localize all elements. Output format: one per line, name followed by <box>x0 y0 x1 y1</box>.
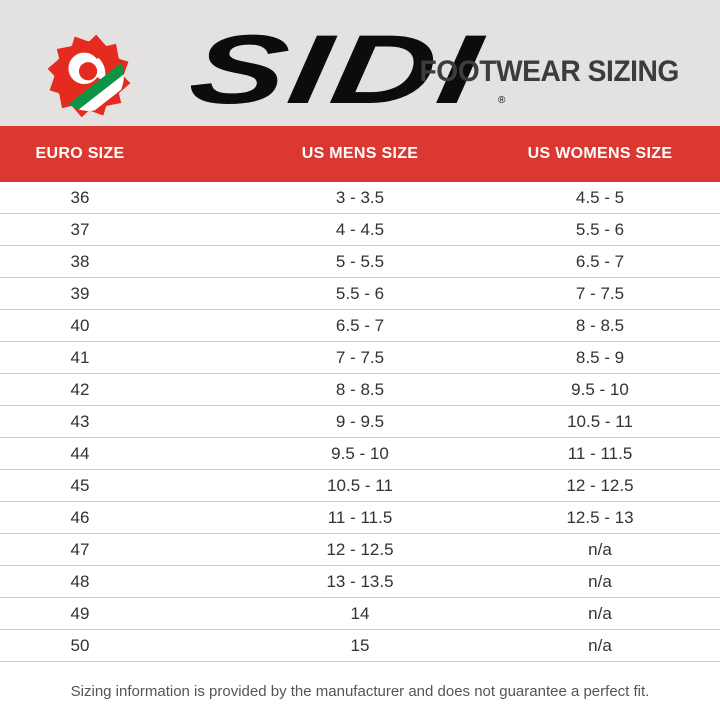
cell-us-mens-size: 10.5 - 11 <box>327 475 393 495</box>
cell-us-womens-size: n/a <box>588 635 612 655</box>
page-title: FOOTWEAR SIZING <box>419 55 680 88</box>
cell-us-mens-size: 5.5 - 6 <box>335 283 385 303</box>
cell-us-womens-size: 8.5 - 9 <box>575 347 625 367</box>
table-row: 47 12 - 12.5 n/a <box>0 534 720 566</box>
brand-banner: SIDI ® FOOTWEAR SIZING <box>0 0 720 126</box>
table-row: 41 7 - 7.5 8.5 - 9 <box>0 342 720 374</box>
cell-us-womens-size: 10.5 - 11 <box>567 411 633 431</box>
table-row: 48 13 - 13.5 n/a <box>0 566 720 598</box>
cell-euro-size: 48 <box>70 571 90 591</box>
cell-us-womens-size: n/a <box>588 571 612 591</box>
cell-us-womens-size: 12 - 12.5 <box>566 475 634 495</box>
cell-us-mens-size: 7 - 7.5 <box>335 347 385 367</box>
table-row: 39 5.5 - 6 7 - 7.5 <box>0 278 720 310</box>
column-header-euro-size: EURO SIZE <box>35 145 125 162</box>
column-header-us-mens-size: US MENS SIZE <box>301 145 419 162</box>
cell-us-womens-size: 11 - 11.5 <box>567 443 633 463</box>
cell-us-mens-size: 12 - 12.5 <box>326 539 394 559</box>
cell-us-mens-size: 9.5 - 10 <box>331 443 389 463</box>
cell-us-womens-size: 7 - 7.5 <box>575 283 625 303</box>
table-row: 40 6.5 - 7 8 - 8.5 <box>0 310 720 342</box>
cell-euro-size: 44 <box>70 443 90 463</box>
sidi-wordmark: SIDI ® <box>183 14 505 124</box>
table-row: 49 14 n/a <box>0 598 720 630</box>
cell-us-mens-size: 4 - 4.5 <box>335 219 385 239</box>
cell-us-mens-size: 15 <box>350 635 370 655</box>
cell-us-mens-size: 6.5 - 7 <box>335 315 385 335</box>
table-row: 46 11 - 11.5 12.5 - 13 <box>0 502 720 534</box>
cell-us-womens-size: 6.5 - 7 <box>575 251 625 271</box>
cell-us-mens-size: 8 - 8.5 <box>335 379 385 399</box>
table-row: 44 9.5 - 10 11 - 11.5 <box>0 438 720 470</box>
cell-us-mens-size: 14 <box>350 603 370 623</box>
cell-us-mens-size: 11 - 11.5 <box>327 507 393 527</box>
cell-euro-size: 43 <box>70 411 90 431</box>
cell-us-womens-size: 5.5 - 6 <box>575 219 625 239</box>
column-header-us-womens-size: US WOMENS SIZE <box>527 145 673 162</box>
cell-euro-size: 40 <box>70 315 90 335</box>
size-table-body: 36 3 - 3.5 4.5 - 5 37 4 - 4.5 5.5 - 6 38… <box>0 182 720 662</box>
table-row: 42 8 - 8.5 9.5 - 10 <box>0 374 720 406</box>
cell-us-womens-size: n/a <box>588 539 612 559</box>
footer: Sizing information is provided by the ma… <box>0 662 720 720</box>
cell-euro-size: 36 <box>70 187 90 207</box>
cell-us-womens-size: n/a <box>588 603 612 623</box>
disclaimer-text: Sizing information is provided by the ma… <box>70 682 650 700</box>
cell-us-mens-size: 3 - 3.5 <box>335 187 385 207</box>
cell-us-womens-size: 9.5 - 10 <box>571 379 629 399</box>
cell-euro-size: 45 <box>70 475 90 495</box>
table-row: 36 3 - 3.5 4.5 - 5 <box>0 182 720 214</box>
cell-euro-size: 49 <box>70 603 90 623</box>
cell-euro-size: 50 <box>70 635 90 655</box>
cell-euro-size: 47 <box>70 539 90 559</box>
table-row: 37 4 - 4.5 5.5 - 6 <box>0 214 720 246</box>
cell-us-mens-size: 5 - 5.5 <box>335 251 385 271</box>
cell-us-mens-size: 13 - 13.5 <box>326 571 394 591</box>
cell-us-womens-size: 4.5 - 5 <box>575 187 625 207</box>
table-row: 50 15 n/a <box>0 630 720 662</box>
cell-euro-size: 41 <box>70 347 90 367</box>
cell-us-womens-size: 12.5 - 13 <box>566 507 634 527</box>
cell-euro-size: 39 <box>70 283 90 303</box>
cell-euro-size: 37 <box>70 219 90 239</box>
table-row: 43 9 - 9.5 10.5 - 11 <box>0 406 720 438</box>
size-table-header: EURO SIZE US MENS SIZE US WOMENS SIZE <box>0 126 720 182</box>
registered-trademark-icon: ® <box>498 95 506 106</box>
cell-euro-size: 38 <box>70 251 90 271</box>
table-row: 45 10.5 - 11 12 - 12.5 <box>0 470 720 502</box>
sidi-flame-logo-icon <box>47 34 131 118</box>
cell-us-womens-size: 8 - 8.5 <box>575 315 625 335</box>
cell-euro-size: 46 <box>70 507 90 527</box>
table-row: 38 5 - 5.5 6.5 - 7 <box>0 246 720 278</box>
cell-euro-size: 42 <box>70 379 90 399</box>
cell-us-mens-size: 9 - 9.5 <box>335 411 385 431</box>
